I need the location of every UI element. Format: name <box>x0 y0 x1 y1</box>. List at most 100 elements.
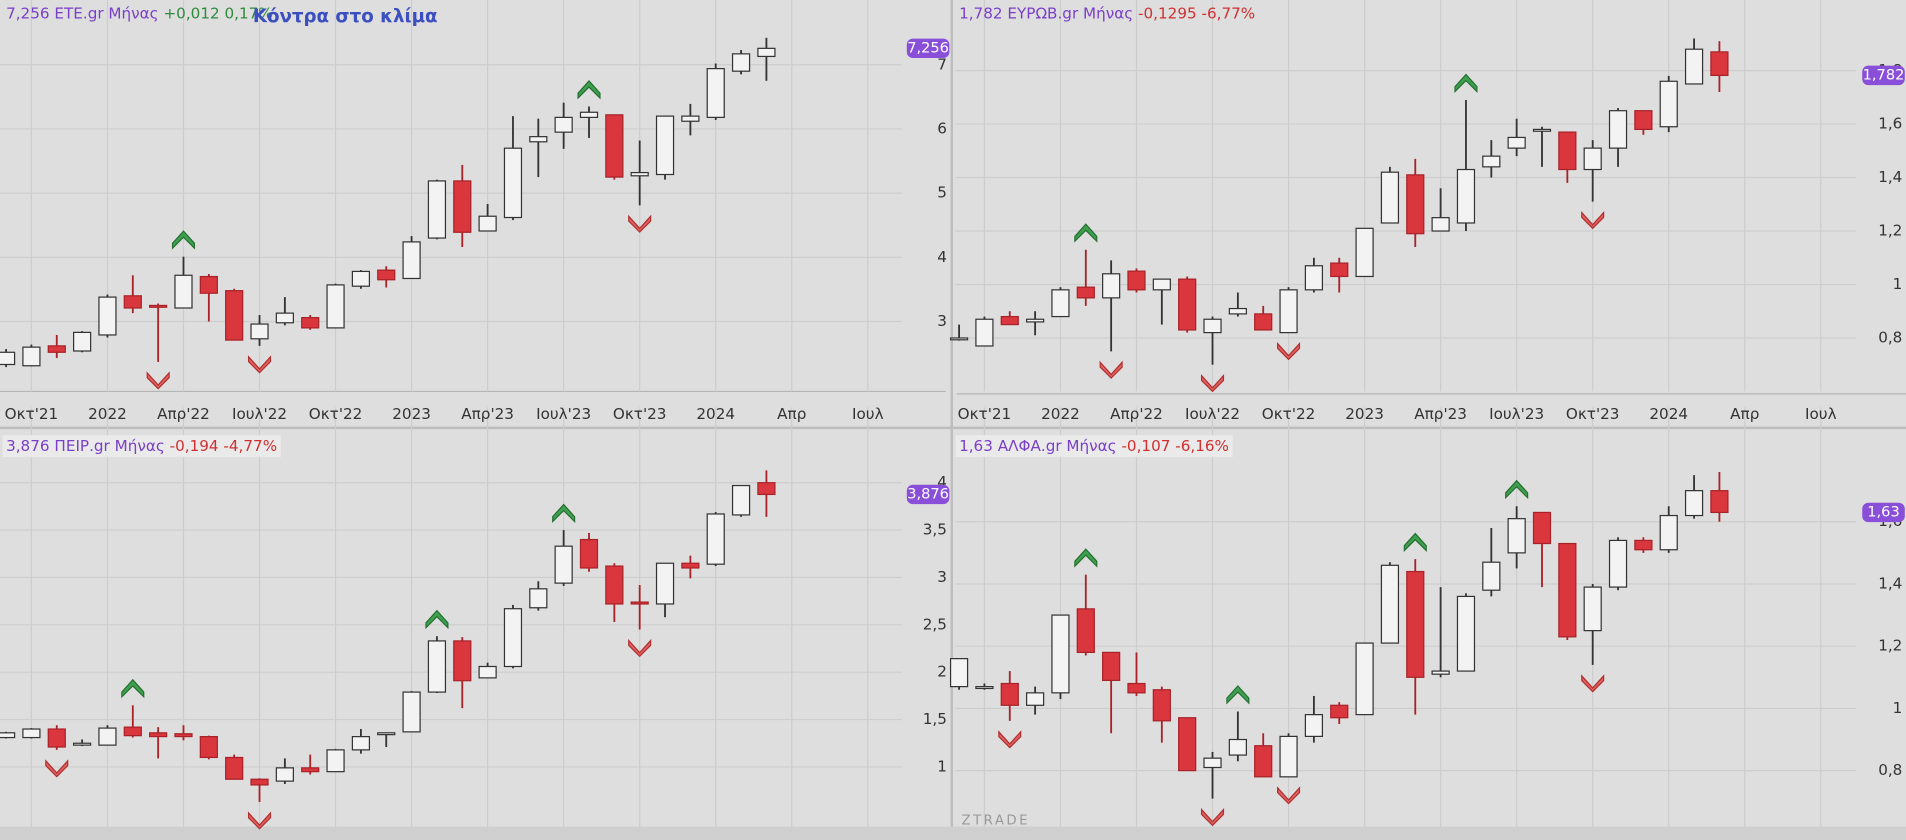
y-tick-label: 1,4 <box>1878 574 1902 592</box>
y-tick-label: 0,8 <box>1878 761 1902 779</box>
x-tick-label: Απρ'22 <box>1110 405 1163 423</box>
candle-body <box>681 115 700 122</box>
candle-body <box>1431 670 1450 675</box>
candle-body <box>199 275 218 294</box>
candle-body <box>453 640 472 682</box>
candle-body <box>975 686 994 690</box>
candle-body <box>1304 265 1324 291</box>
price-tag <box>906 38 950 59</box>
y-tick-label: 3 <box>937 312 947 330</box>
candle-body <box>174 274 193 309</box>
sell-signal <box>628 638 652 658</box>
candle-body <box>1254 745 1273 778</box>
candle-body <box>250 323 269 340</box>
buy-signal <box>552 503 576 524</box>
candle-body <box>402 691 421 733</box>
buy-signal <box>1454 73 1478 93</box>
candle-body <box>1076 286 1095 299</box>
buy-signal <box>1403 532 1427 553</box>
x-tick-label: Οκτ'21 <box>958 405 1012 423</box>
sell-signal <box>998 730 1022 749</box>
chart-header: 7,256 ETE.gr Μήνας +0,012 0,17% <box>6 4 273 22</box>
candle-body <box>1152 689 1171 722</box>
candle-body <box>351 735 371 751</box>
price-tag <box>906 484 950 505</box>
price: 1,63 <box>959 437 993 455</box>
sell-signal <box>146 371 170 390</box>
candle-body <box>1608 110 1628 149</box>
x-tick-label: 2024 <box>1649 405 1688 423</box>
candle-body <box>1102 273 1121 299</box>
buy-signal <box>121 678 145 699</box>
candle-body <box>174 733 193 738</box>
candle-body <box>250 778 269 786</box>
candle-body <box>1051 289 1070 318</box>
y-tick-label: 1 <box>937 757 947 775</box>
sell-signal <box>1581 674 1605 693</box>
watermark: ZTRADE <box>962 814 1031 829</box>
x-tick-label: Οκτ'23 <box>1566 405 1620 423</box>
candle-body <box>579 538 599 569</box>
candle-body <box>529 588 548 609</box>
sell-signal <box>247 811 272 830</box>
candle-body <box>503 608 523 668</box>
symbol: ΑΛΦΑ.gr Μήνας <box>998 437 1117 455</box>
candle-body <box>1380 171 1400 224</box>
candle-body <box>1279 735 1298 778</box>
candle-body <box>351 270 371 287</box>
candle-body <box>301 767 320 773</box>
candle-body <box>1710 490 1729 514</box>
x-tick-label: 2022 <box>1041 405 1080 423</box>
candle-body <box>706 513 725 565</box>
x-tick-label: Οκτ'21 <box>5 405 59 423</box>
candle-body <box>554 545 573 584</box>
candle-body <box>1203 318 1222 334</box>
candle-body <box>123 726 142 737</box>
candle-body <box>225 290 244 341</box>
candle-body <box>1330 704 1349 719</box>
candle-body <box>1532 128 1552 132</box>
candle-body <box>199 735 218 759</box>
candle-body <box>0 732 16 739</box>
candle-body <box>1456 595 1476 672</box>
x-tick-label: Ιουλ <box>852 405 884 423</box>
header-background <box>2 435 281 458</box>
x-tick-label: Απρ'23 <box>461 405 514 423</box>
candle-body <box>1025 692 1045 706</box>
candle-body <box>1178 278 1197 331</box>
candle-body <box>98 296 117 336</box>
price: 3,876 <box>6 437 49 455</box>
y-tick-label: 1,6 <box>1878 115 1902 133</box>
candle-body <box>1380 564 1400 644</box>
buy-signal <box>171 230 196 250</box>
change: -0,194 -4,77% <box>170 437 278 455</box>
candle-body <box>427 640 447 693</box>
candle-body <box>1279 289 1298 334</box>
x-tick-label: Απρ'22 <box>157 405 210 423</box>
candle-body <box>453 180 472 233</box>
candle-body <box>123 295 142 309</box>
y-tick-label: 1 <box>1893 275 1903 293</box>
candle-body <box>1532 511 1552 545</box>
y-tick-label: 3 <box>937 568 947 586</box>
candle-body <box>1000 682 1019 706</box>
candle-body <box>1406 570 1425 678</box>
candle-body <box>757 47 776 58</box>
sell-signal <box>45 759 69 778</box>
change: -0,107 -6,16% <box>1121 437 1229 455</box>
candle-body <box>554 116 573 133</box>
candle-body <box>1684 48 1704 85</box>
candle-body <box>1304 714 1324 738</box>
x-tick-label: 2023 <box>1345 405 1384 423</box>
x-tick-label: Ιουλ <box>1805 405 1837 423</box>
candle-body <box>1355 642 1374 716</box>
candle-body <box>655 562 675 605</box>
mark-layer: 3 4 5 6 7 Οκτ'21 2022 Απρ'22 Ιουλ'22 Οκτ'22 2023 Απ… <box>0 4 1905 830</box>
candle-body <box>47 345 66 353</box>
candle-body <box>149 732 168 738</box>
candle-body <box>1228 738 1247 756</box>
candle-body <box>1000 315 1019 326</box>
candle-body <box>1406 174 1425 235</box>
candle-body <box>1431 217 1450 232</box>
